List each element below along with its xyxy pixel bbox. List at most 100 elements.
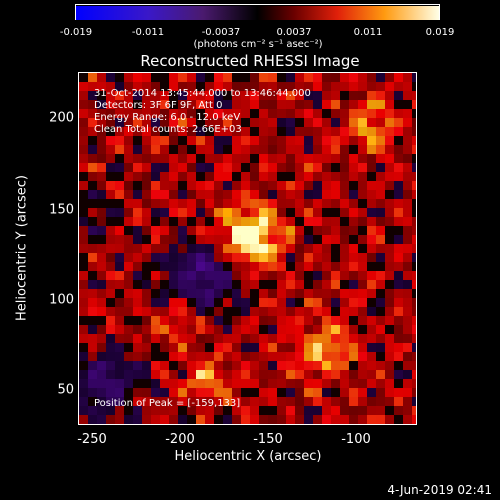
heatmap-cell: [367, 397, 376, 406]
heatmap-cell: [142, 361, 151, 370]
heatmap-cell: [106, 334, 115, 343]
heatmap-cell: [160, 163, 169, 172]
heatmap-cell: [295, 163, 304, 172]
heatmap-cell: [196, 154, 205, 163]
heatmap-cell: [205, 271, 214, 280]
heatmap-cell: [313, 307, 322, 316]
heatmap-cell: [160, 226, 169, 235]
heatmap-cell: [106, 352, 115, 361]
heatmap-cell: [340, 316, 349, 325]
heatmap-cell: [223, 172, 232, 181]
heatmap-cell: [241, 217, 250, 226]
heatmap-cell: [403, 190, 412, 199]
heatmap-cell: [241, 325, 250, 334]
heatmap-cell: [268, 307, 277, 316]
heatmap-cell: [115, 208, 124, 217]
heatmap-cell: [115, 190, 124, 199]
heatmap-cell: [169, 343, 178, 352]
heatmap-cell: [133, 406, 142, 415]
heatmap-cell: [412, 361, 416, 370]
heatmap-cell: [376, 172, 385, 181]
heatmap-cell: [187, 154, 196, 163]
heatmap-cell: [358, 73, 367, 82]
heatmap-cell: [88, 136, 97, 145]
heatmap-cell: [79, 370, 88, 379]
heatmap-cell: [376, 109, 385, 118]
heatmap-cell: [79, 406, 88, 415]
heatmap-cell: [304, 235, 313, 244]
y-tick-label: 200: [49, 110, 74, 126]
heatmap-cell: [322, 298, 331, 307]
heatmap-cell: [214, 397, 223, 406]
heatmap-cell: [196, 217, 205, 226]
heatmap-cell: [142, 73, 151, 82]
heatmap-cell: [205, 181, 214, 190]
heatmap-cell: [385, 280, 394, 289]
heatmap-cell: [394, 235, 403, 244]
heatmap-cell: [97, 388, 106, 397]
peak-position-text: Position of Peak = [-159,133]: [94, 398, 241, 409]
heatmap-cell: [367, 289, 376, 298]
heatmap-cell: [250, 244, 259, 253]
x-tick-label: -150: [253, 432, 283, 447]
heatmap-cell: [259, 82, 268, 91]
heatmap-cell: [214, 298, 223, 307]
heatmap-cell: [205, 73, 214, 82]
heatmap-cell: [205, 190, 214, 199]
heatmap-cell: [349, 361, 358, 370]
rhessi-heatmap: [79, 73, 416, 424]
heatmap-cell: [97, 100, 106, 109]
heatmap-cell: [376, 91, 385, 100]
heatmap-cell: [151, 406, 160, 415]
heatmap-cell: [268, 325, 277, 334]
heatmap-cell: [241, 352, 250, 361]
heatmap-cell: [79, 73, 88, 82]
heatmap-cell: [268, 190, 277, 199]
heatmap-cell: [223, 406, 232, 415]
heatmap-cell: [367, 109, 376, 118]
heatmap-cell: [376, 298, 385, 307]
heatmap-cell: [88, 127, 97, 136]
heatmap-cell: [295, 343, 304, 352]
heatmap-cell: [187, 100, 196, 109]
heatmap-cell: [115, 82, 124, 91]
heatmap-cell: [385, 127, 394, 136]
heatmap-cell: [169, 217, 178, 226]
heatmap-cell: [403, 316, 412, 325]
heatmap-cell: [223, 334, 232, 343]
heatmap-cell: [367, 307, 376, 316]
heatmap-cell: [79, 397, 88, 406]
heatmap-cell: [187, 199, 196, 208]
heatmap-cell: [313, 136, 322, 145]
heatmap-cell: [304, 298, 313, 307]
heatmap-cell: [403, 91, 412, 100]
heatmap-cell: [250, 343, 259, 352]
heatmap-cell: [403, 172, 412, 181]
heatmap-cell: [286, 343, 295, 352]
heatmap-cell: [286, 352, 295, 361]
heatmap-cell: [97, 361, 106, 370]
heatmap-cell: [340, 280, 349, 289]
heatmap-cell: [124, 163, 133, 172]
heatmap-cell: [259, 379, 268, 388]
heatmap-cell: [259, 199, 268, 208]
heatmap-cell: [151, 82, 160, 91]
heatmap-cell: [88, 208, 97, 217]
heatmap-cell: [196, 262, 205, 271]
heatmap-cell: [142, 145, 151, 154]
heatmap-cell: [349, 406, 358, 415]
heatmap-cell: [241, 262, 250, 271]
heatmap-cell: [286, 163, 295, 172]
heatmap-cell: [403, 163, 412, 172]
heatmap-cell: [187, 109, 196, 118]
heatmap-cell: [223, 235, 232, 244]
heatmap-cell: [349, 334, 358, 343]
heatmap-cell: [349, 190, 358, 199]
heatmap-cell: [403, 244, 412, 253]
heatmap-cell: [394, 244, 403, 253]
heatmap-cell: [412, 343, 416, 352]
heatmap-cell: [79, 154, 88, 163]
heatmap-cell: [187, 244, 196, 253]
heatmap-cell: [358, 271, 367, 280]
heatmap-cell: [187, 352, 196, 361]
